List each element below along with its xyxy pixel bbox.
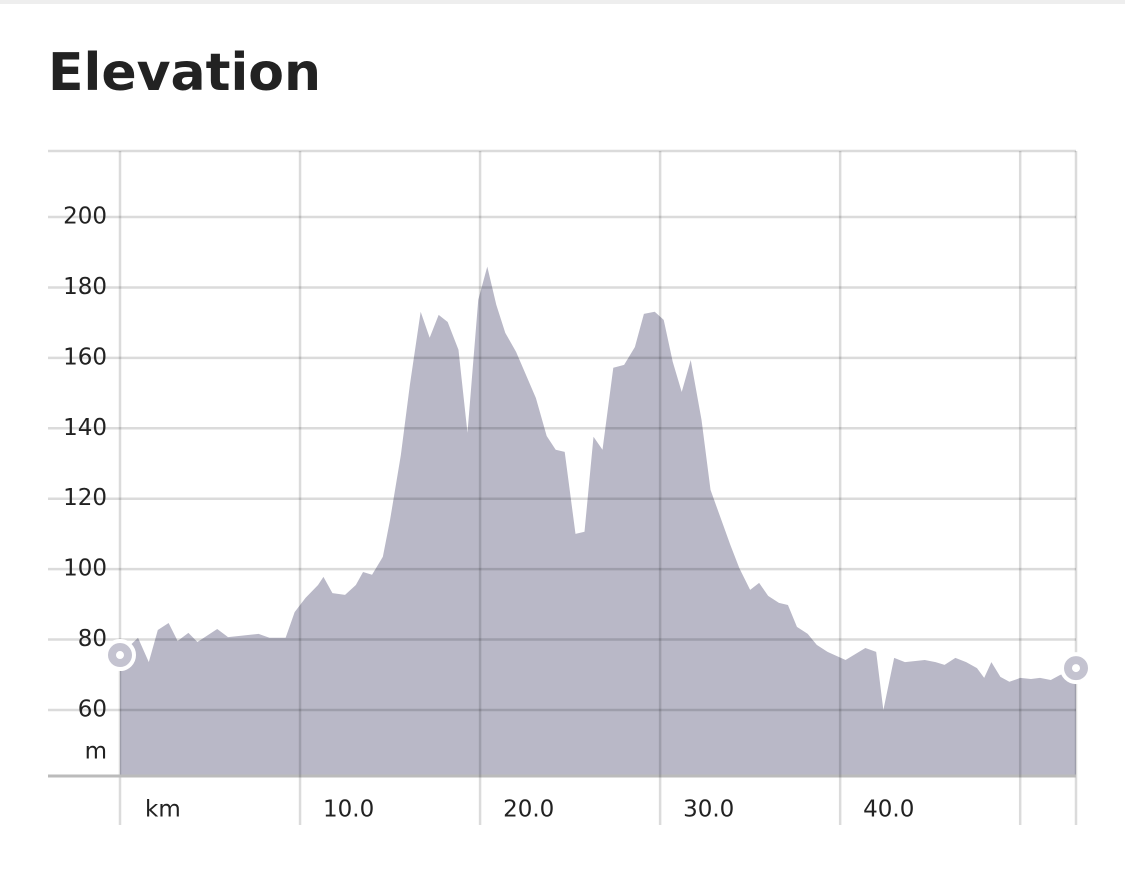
y-tick-label: 120 [63, 485, 107, 511]
y-tick-label: 180 [63, 274, 107, 300]
y-tick-label: 200 [63, 204, 107, 230]
x-tick-label: 40.0 [863, 797, 914, 823]
x-axis-label: km [145, 797, 181, 823]
end-marker-dot [1072, 664, 1080, 673]
x-tick-label: 20.0 [503, 797, 554, 823]
chart-title: Elevation [48, 43, 321, 103]
x-tick-label: 10.0 [323, 797, 374, 823]
plot: 60 80 100 120 140 160 180 200 m 10.0 20.0 30.0 40.0 k… [48, 149, 1092, 825]
y-tick-label: 140 [63, 415, 107, 441]
y-tick-label: 160 [63, 344, 107, 370]
end-marker-dot [116, 651, 124, 660]
y-tick-label: 80 [78, 626, 107, 652]
y-tick-label: 60 [78, 696, 107, 722]
elevation-area [120, 266, 1076, 776]
x-tick-label: 30.0 [683, 797, 734, 823]
y-tick-label: 100 [63, 556, 107, 582]
top-border [0, 0, 1125, 4]
y-axis-label: m [85, 739, 107, 765]
